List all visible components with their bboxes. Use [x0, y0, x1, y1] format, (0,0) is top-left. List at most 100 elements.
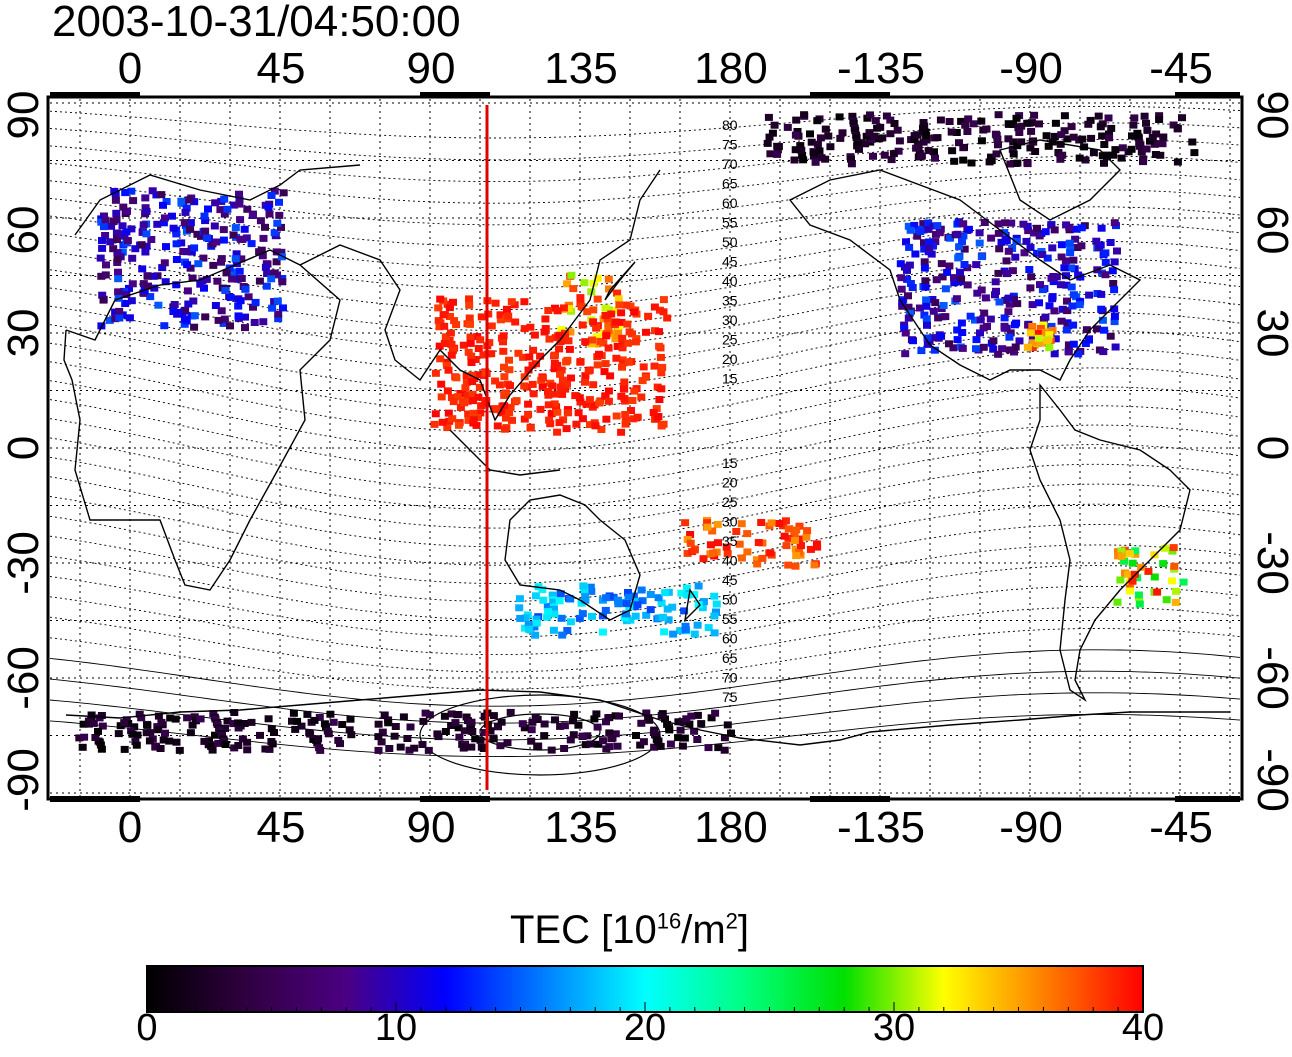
tec-cell	[764, 113, 773, 121]
tec-cell	[469, 397, 477, 405]
tec-cell	[617, 309, 626, 317]
tec-cell	[714, 539, 722, 547]
tec-cell	[976, 316, 985, 324]
tec-cell	[1109, 151, 1118, 159]
contour-label: 70	[722, 670, 738, 686]
tec-cell	[1134, 591, 1143, 599]
tec-cell	[876, 123, 885, 131]
tec-cell	[1069, 291, 1078, 299]
tec-cell	[1173, 125, 1182, 133]
tec-cell	[576, 398, 585, 406]
tec-cell	[773, 150, 782, 158]
tec-cell	[766, 549, 775, 557]
tec-cell	[589, 318, 598, 326]
tec-cell	[1129, 121, 1138, 129]
coastlines	[63, 139, 1230, 746]
tec-cell	[960, 245, 969, 253]
tec-cell	[737, 520, 746, 528]
tec-cell	[431, 369, 440, 377]
tec-cell	[600, 368, 609, 376]
tec-cell	[466, 320, 474, 328]
tec-cell	[261, 745, 270, 753]
tec-cell	[172, 256, 181, 263]
tec-cell	[540, 720, 549, 728]
contour-line	[49, 172, 1241, 226]
tec-cell	[96, 741, 105, 749]
tec-cell	[612, 412, 621, 420]
tec-cell	[665, 726, 674, 734]
tec-cell	[620, 385, 629, 393]
tec-cell	[602, 745, 611, 753]
tec-cell	[259, 234, 268, 242]
tec-cell	[663, 314, 672, 322]
tec-cell	[791, 146, 800, 154]
tec-cell	[461, 384, 470, 392]
lon-tick-bottom: 90	[406, 803, 456, 852]
tec-cell	[528, 718, 537, 726]
tec-cell	[385, 745, 394, 752]
tec-cell	[575, 394, 584, 402]
tec-cell	[157, 191, 166, 199]
frame-bar	[810, 796, 890, 802]
tec-cell	[915, 304, 924, 312]
tec-cell	[487, 322, 496, 330]
tec-cell	[1105, 130, 1113, 138]
tec-cell	[243, 205, 252, 213]
tec-cell	[1078, 135, 1087, 143]
tec-cell	[132, 741, 141, 749]
tec-cell	[1000, 322, 1009, 330]
tec-cell	[946, 234, 955, 242]
tec-cell	[234, 742, 243, 749]
tec-cell	[257, 246, 266, 254]
tec-cell	[581, 338, 590, 346]
tec-cell	[551, 716, 559, 724]
tec-cell	[1000, 314, 1009, 322]
tec-cell	[270, 269, 279, 277]
tec-cell	[861, 140, 870, 148]
tec-cell	[943, 268, 952, 276]
tec-cell	[654, 614, 663, 622]
tec-cell	[578, 610, 587, 618]
tec-cell	[521, 614, 530, 622]
contour-label: 25	[722, 332, 738, 348]
tec-cell	[374, 746, 383, 754]
tec-cell	[447, 351, 456, 359]
tec-cell	[190, 244, 199, 252]
tec-cell	[642, 611, 651, 619]
tec-cell	[569, 285, 578, 293]
tec-cell	[753, 560, 762, 568]
tec-cell	[604, 275, 613, 283]
tec-cell	[1096, 123, 1105, 131]
tec-cell	[453, 711, 462, 719]
tec-cell	[273, 219, 282, 227]
tec-cell	[1159, 560, 1168, 568]
tec-cell	[1002, 237, 1011, 245]
tec-cell	[390, 732, 399, 740]
colorbar-tick-label: 10	[374, 1007, 418, 1049]
tec-cell	[878, 134, 887, 142]
tec-cell	[929, 307, 938, 315]
tec-cell	[196, 715, 205, 723]
tec-cell	[1178, 114, 1186, 122]
lon-tick-top: -45	[1149, 44, 1213, 93]
tec-cell	[693, 736, 702, 743]
tec-cell	[445, 336, 454, 344]
tec-cell	[953, 230, 962, 238]
tec-cell	[89, 719, 98, 727]
tec-cell	[1108, 267, 1117, 275]
tec-cell	[1057, 241, 1066, 249]
tec-cell	[127, 187, 136, 195]
tec-cell	[904, 314, 913, 322]
tec-cell	[1065, 239, 1074, 247]
tec-cell	[649, 409, 658, 416]
tec-cell	[722, 543, 731, 551]
tec-cell	[627, 407, 635, 414]
tec-cell	[1105, 134, 1114, 142]
tec-cell	[780, 532, 789, 540]
tec-cell	[543, 613, 552, 621]
tec-cell	[324, 730, 333, 738]
tec-cell	[1127, 145, 1136, 153]
tec-cell	[1026, 243, 1035, 251]
tec-cell	[152, 743, 160, 751]
tec-cell	[1015, 129, 1024, 136]
